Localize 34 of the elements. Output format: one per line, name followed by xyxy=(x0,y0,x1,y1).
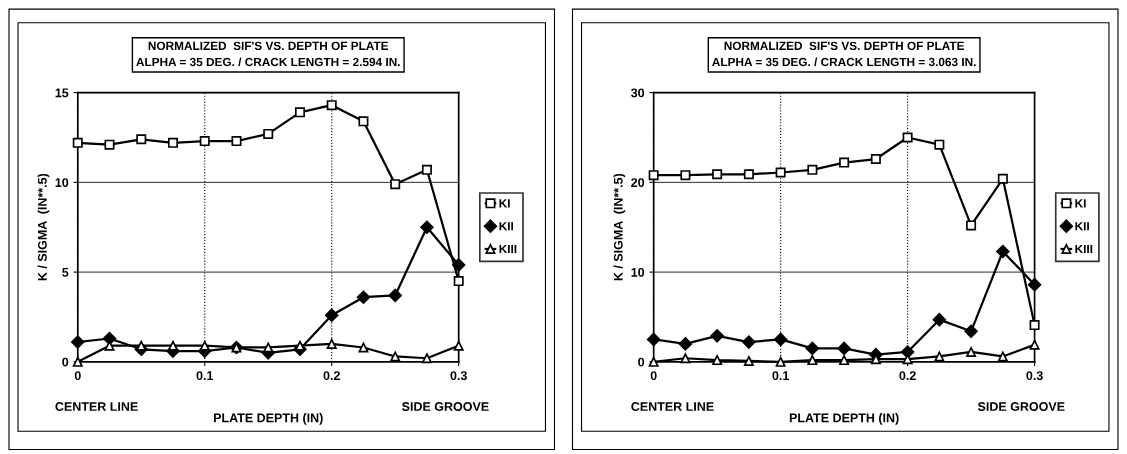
y-axis-title: K / SIGMA (IN**.5) xyxy=(37,173,50,281)
x-tick-label: 0 xyxy=(74,371,81,381)
legend-label: KII xyxy=(1075,222,1089,231)
x-tick-label: 0.1 xyxy=(196,371,214,381)
x-tick-label: 0 xyxy=(650,371,657,381)
legend-label: KI xyxy=(1075,199,1086,208)
chart-title: NORMALIZED SIF'S VS. DEPTH OF PLATE xyxy=(148,41,389,51)
text: SIDE GROOVE xyxy=(977,402,1065,411)
legend-label: KI xyxy=(499,199,510,208)
legend-label: KIII xyxy=(499,244,517,254)
x-tick-label: 0.3 xyxy=(1026,371,1043,381)
y-tick-label: 10 xyxy=(631,267,645,277)
x-tick-label: 0.2 xyxy=(899,371,916,381)
text: SIDE GROOVE xyxy=(402,402,489,411)
text: CENTER LINE xyxy=(631,402,714,411)
y-tick-label: 5 xyxy=(62,268,69,277)
text: CENTER LINE xyxy=(55,402,138,411)
legend-label: KII xyxy=(499,222,514,231)
y-tick-label: 10 xyxy=(55,178,69,188)
chart-title: NORMALIZED SIF'S VS. DEPTH OF PLATE xyxy=(724,41,964,51)
chart-subtitle: ALPHA = 35 DEG. / CRACK LENGTH = 3.063 IN. xyxy=(712,57,976,67)
y-tick-label: 20 xyxy=(631,178,645,188)
legend-label: KIII xyxy=(1075,244,1093,254)
x-tick-label: 0.2 xyxy=(323,371,340,381)
y-axis-title: K / SIGMA (IN**.5) xyxy=(613,173,626,281)
x-tick-label: 0.1 xyxy=(772,371,789,381)
y-tick-label: 30 xyxy=(631,88,645,98)
x-tick-label: 0.3 xyxy=(450,371,467,381)
x-axis-title: PLATE DEPTH (IN) xyxy=(213,413,323,425)
y-tick-label: 15 xyxy=(55,88,69,98)
y-tick-label: 0 xyxy=(638,357,645,367)
y-tick-label: 0 xyxy=(62,357,69,367)
chart-subtitle: ALPHA = 35 DEG. / CRACK LENGTH = 2.594 IN. xyxy=(136,57,400,67)
x-axis-title: PLATE DEPTH (IN) xyxy=(789,413,899,425)
